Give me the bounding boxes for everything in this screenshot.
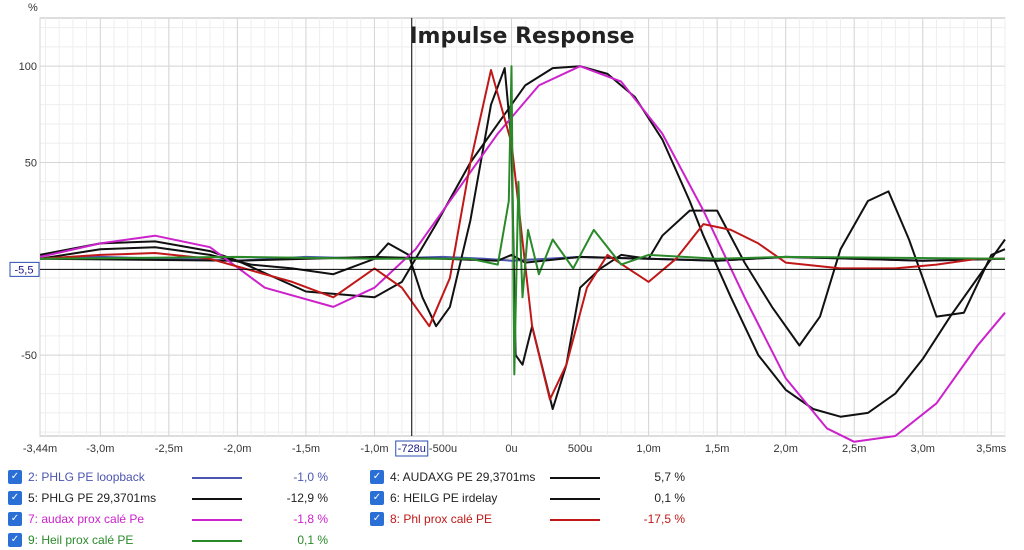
cursor-x-box	[395, 440, 429, 457]
cursor-crosshair[interactable]: -728u -5,5	[9, 18, 1005, 457]
legend-color-swatch	[192, 477, 242, 479]
x-tick-label: -3,0m	[86, 443, 114, 455]
x-axis: -3,44m -3,0m -2,5m -2,0m -1,5m -1,0m -500u 0u 50…	[23, 18, 1007, 455]
legend-color-swatch	[192, 519, 242, 521]
legend-value: 0,1 %	[654, 491, 685, 505]
x-tick-label: -1,5m	[292, 443, 320, 455]
legend-value: -17,5 %	[643, 512, 685, 526]
x-tick-label: 1,0m	[636, 443, 660, 455]
legend-color-swatch	[550, 498, 600, 500]
legend-item[interactable]: ✓ 7: audax prox calé Pe	[8, 509, 144, 529]
series-line-4	[39, 253, 1006, 264]
cursor-y-label: -5,5	[15, 264, 34, 276]
y-tick-label: 50	[25, 157, 37, 169]
legend-label: 2: PHLG PE loopback	[28, 470, 145, 484]
x-tick-label: -2,5m	[155, 443, 183, 455]
plot-area[interactable]	[39, 17, 1006, 437]
legend-label: 4: AUDAXG PE 29,3701ms	[390, 470, 536, 484]
legend-value: 5,7 %	[654, 470, 685, 484]
x-tick-label: 2,0m	[773, 443, 797, 455]
y-axis-unit: %	[28, 2, 38, 14]
legend-label: 6: HEILG PE irdelay	[390, 491, 498, 505]
x-tick-label: -1,0m	[360, 443, 388, 455]
legend: ✓ 2: PHLG PE loopback -1,0 % ✓ 4: AUDAXG PE …	[0, 463, 1024, 550]
legend-value: -1,0 %	[293, 470, 328, 484]
series-visibility-checkbox[interactable]: ✓	[8, 533, 22, 547]
legend-color-swatch	[192, 540, 242, 542]
y-axis: 100 50 -50	[19, 61, 1005, 362]
legend-item[interactable]: ✓ 4: AUDAXG PE 29,3701ms	[370, 467, 535, 487]
legend-color-swatch	[550, 519, 600, 521]
legend-item[interactable]: ✓ 2: PHLG PE loopback	[8, 467, 145, 487]
x-tick-label: 1,5m	[705, 443, 729, 455]
legend-value: 0,1 %	[297, 533, 328, 547]
x-tick-label: 2,5m	[842, 443, 866, 455]
series-line-2	[39, 65, 1006, 418]
cursor-x-label: -728u	[398, 443, 426, 455]
series-line-5	[39, 65, 1006, 443]
series-visibility-checkbox[interactable]: ✓	[370, 512, 384, 526]
y-tick-label: 100	[19, 61, 37, 73]
x-tick-label: 3,0m	[911, 443, 935, 455]
legend-label: 8: Phl prox calé PE	[390, 512, 493, 526]
y-tick-label: -50	[21, 350, 37, 362]
chart-title: Impulse Response	[409, 24, 634, 49]
legend-value: -12,9 %	[286, 491, 328, 505]
legend-item[interactable]: ✓ 6: HEILG PE irdelay	[370, 488, 497, 508]
legend-item[interactable]: ✓ 9: Heil prox calé PE	[8, 530, 133, 550]
series-line-6	[39, 69, 1005, 401]
legend-label: 5: PHLG PE 29,3701ms	[28, 491, 157, 505]
impulse-response-chart: -3,44m -3,0m -2,5m -2,0m -1,5m -1,0m -500u 0u 50…	[9, 2, 1007, 457]
legend-color-swatch	[192, 498, 242, 500]
x-tick-label: 0u	[505, 443, 517, 455]
series-visibility-checkbox[interactable]: ✓	[8, 470, 22, 484]
legend-label: 7: audax prox calé Pe	[28, 512, 145, 526]
x-tick-label: 500u	[568, 443, 592, 455]
series-line-3	[39, 67, 1006, 410]
series-layer	[39, 65, 1006, 443]
legend-color-swatch	[550, 477, 600, 479]
x-tick-label: 3,5ms	[976, 443, 1006, 455]
x-tick-label: -500u	[429, 443, 457, 455]
legend-item[interactable]: ✓ 5: PHLG PE 29,3701ms	[8, 488, 156, 508]
cursor-y-box	[9, 261, 40, 277]
series-visibility-checkbox[interactable]: ✓	[370, 491, 384, 505]
series-visibility-checkbox[interactable]: ✓	[370, 470, 384, 484]
series-line-7	[39, 65, 1006, 376]
legend-label: 9: Heil prox calé PE	[28, 533, 134, 547]
series-visibility-checkbox[interactable]: ✓	[8, 491, 22, 505]
legend-item[interactable]: ✓ 8: Phl prox calé PE	[370, 509, 492, 529]
x-tick-label: -2,0m	[223, 443, 251, 455]
series-visibility-checkbox[interactable]: ✓	[8, 512, 22, 526]
legend-value: -1,8 %	[293, 512, 328, 526]
x-tick-label: -3,44m	[23, 443, 57, 455]
